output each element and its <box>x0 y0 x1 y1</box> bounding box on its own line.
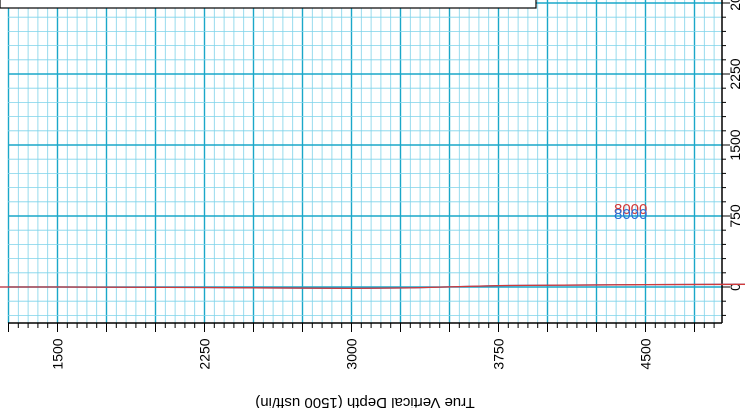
x-axis-label: True Vertical Depth (1500 usft/in) <box>255 394 475 408</box>
series-layer <box>0 283 745 290</box>
y-tick-label: 0 <box>727 283 743 291</box>
y-tick-label: 1500 <box>727 129 743 160</box>
x-tick-label: 2250 <box>197 338 213 369</box>
x-tick-label: 3000 <box>344 338 360 369</box>
depth-label: 8000 <box>614 206 647 223</box>
grid <box>7 0 722 323</box>
plot-frame <box>8 0 723 324</box>
x-tick-label: 4500 <box>638 338 654 369</box>
x-tick-label: 1500 <box>50 338 66 369</box>
y-tick-label: 2250 <box>727 58 743 89</box>
x-axis-ticks: 150022503000375045005250600067507500 <box>8 323 715 370</box>
y-axis-ticks: 0 750 1500 2250 20 <box>722 0 743 316</box>
x-tick-label: 3750 <box>491 338 507 369</box>
depth-label: 8000 <box>614 201 647 218</box>
y-tick-label: 750 <box>727 204 743 228</box>
y-tick-label: 20 <box>727 0 743 11</box>
legend-box-edge <box>0 0 537 9</box>
well-path-series <box>0 283 745 290</box>
